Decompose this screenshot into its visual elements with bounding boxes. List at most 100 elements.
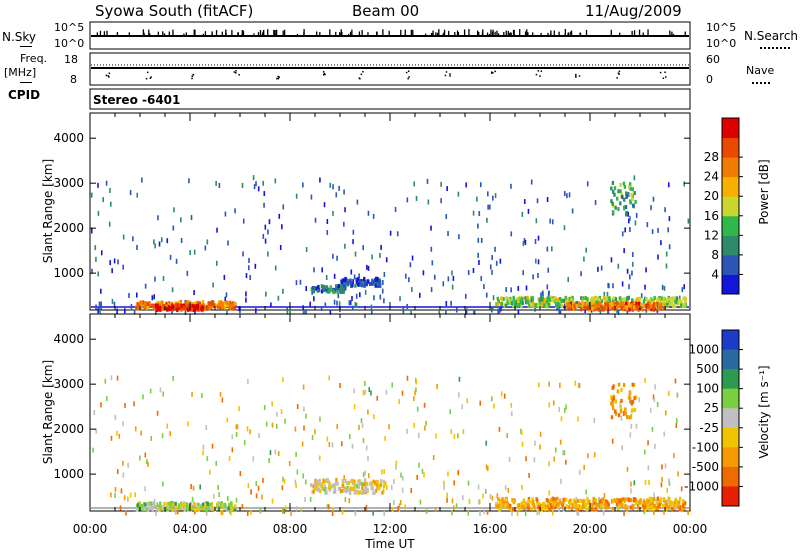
scatter-cell [294, 479, 297, 485]
echo-cell [186, 305, 189, 310]
echo-cell [196, 303, 199, 308]
scatter-cell [554, 447, 557, 453]
echo-cell [180, 502, 183, 507]
echo-cell [617, 413, 621, 418]
scatter-cell [457, 433, 459, 439]
echo-cell [341, 481, 345, 486]
scatter-cell [383, 298, 385, 304]
echo-cell [566, 297, 569, 302]
scatter-cell [199, 484, 201, 490]
scatter-cell [372, 510, 374, 516]
scatter-cell [533, 457, 536, 463]
echo-cell [627, 295, 630, 300]
scatter-cell [239, 471, 242, 477]
scatter-cell [510, 231, 513, 237]
scatter-cell [95, 428, 98, 434]
echo-cell [498, 507, 501, 512]
scatter-cell [361, 423, 364, 429]
scatter-cell [498, 307, 501, 313]
echo-cell [577, 301, 581, 306]
echo-cell [634, 299, 638, 304]
scatter-cell [130, 304, 133, 310]
scatter-cell [491, 255, 493, 261]
echo-cell [598, 301, 601, 306]
echo-cell [540, 507, 543, 512]
scatter-cell [485, 440, 488, 446]
echo-cell [645, 297, 648, 302]
echo-cell [156, 506, 159, 511]
echo-cell [671, 299, 674, 304]
scatter-cell [486, 217, 488, 223]
nave-dip-point [277, 77, 280, 80]
colorbar-segment [722, 466, 739, 487]
scatter-cell [534, 258, 537, 264]
scatter-cell [425, 508, 428, 514]
echo-cell [541, 296, 544, 301]
scatter-cell [630, 481, 632, 487]
nave-dips [105, 70, 667, 80]
echo-cell [346, 481, 349, 486]
scatter-cell [623, 510, 625, 516]
echo-cell [196, 300, 199, 305]
scatter-cell [218, 182, 221, 188]
scatter-cell [193, 509, 196, 515]
echo-cell [346, 485, 349, 490]
echo-cell [152, 501, 155, 506]
echo-cell [557, 506, 561, 511]
echo-cell [323, 487, 326, 492]
echo-cell [639, 306, 643, 311]
echo-cell [604, 505, 608, 510]
echo-cell [163, 502, 166, 507]
echo-cell [512, 295, 515, 300]
echo-cell [667, 297, 670, 302]
echo-cell [567, 500, 571, 505]
scatter-cell [299, 279, 302, 285]
nsky-legend-line [20, 46, 32, 47]
scatter-cell [525, 285, 528, 291]
echo-cell [228, 503, 231, 508]
echo-cell [580, 296, 583, 301]
colorbar-segment [722, 388, 739, 409]
scatter-cell [631, 261, 634, 267]
scatter-cell [274, 178, 277, 184]
scatter-cell [262, 180, 264, 186]
scatter-cell [553, 456, 556, 462]
scatter-cell [458, 392, 460, 398]
scatter-cell [520, 428, 522, 434]
echo-cell [570, 506, 574, 511]
echo-cell [550, 498, 553, 503]
beam-title: Beam 00 [352, 2, 420, 20]
echo-cell [230, 506, 234, 511]
echo-cell [324, 478, 328, 483]
scatter-cell [452, 505, 455, 511]
scatter-cell [215, 260, 218, 266]
scatter-cell [534, 440, 536, 446]
scatter-cell [520, 430, 523, 436]
echo-cell [594, 502, 598, 507]
nave-dip-point [664, 71, 666, 74]
scatter-cell [255, 493, 258, 499]
echo-cell [369, 481, 373, 486]
echo-cell [146, 305, 150, 310]
scatter-cell [446, 186, 448, 192]
echo-cell [356, 277, 360, 282]
scatter-cell [651, 229, 654, 235]
scatter-cell [536, 198, 539, 204]
scatter-cell [668, 480, 671, 486]
echo-cell [592, 298, 596, 303]
echo-cell [361, 280, 364, 285]
echo-cell [656, 496, 660, 501]
echo-cell [540, 302, 544, 307]
scatter-cell [362, 472, 365, 478]
echo-cell [614, 411, 618, 416]
echo-cell [332, 489, 336, 494]
echo-cell [376, 276, 379, 281]
echo-cell [500, 301, 504, 306]
scatter-cell [472, 210, 475, 216]
echo-cell [659, 497, 663, 502]
echo-cell [582, 303, 585, 308]
scatter-cell [628, 274, 631, 280]
scatter-cell [213, 493, 215, 499]
echo-cell [377, 485, 381, 490]
scatter-cell [227, 240, 229, 246]
